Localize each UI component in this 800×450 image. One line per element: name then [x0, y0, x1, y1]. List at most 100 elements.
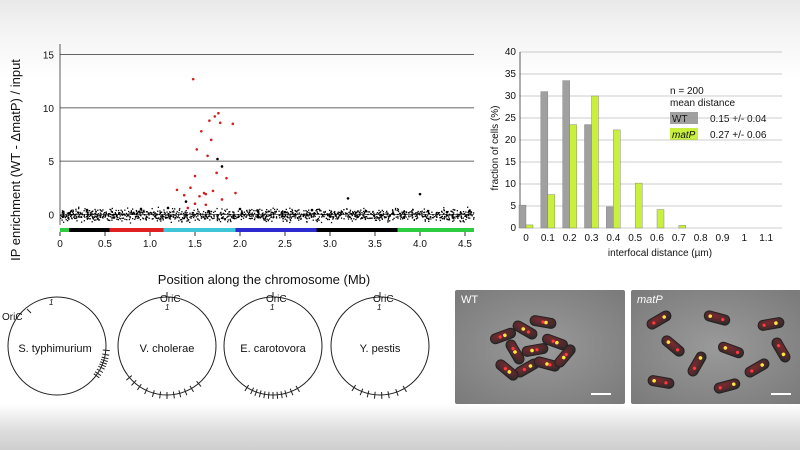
scatter-noise-point — [197, 210, 199, 212]
scatter-noise-point — [316, 212, 319, 214]
scatter-noise-point — [264, 218, 266, 220]
scatter-noise-point — [104, 216, 106, 218]
scatter-noise-point — [141, 212, 144, 214]
scatter-noise-point — [358, 212, 360, 214]
scatter-noise-point — [363, 211, 366, 214]
scatter-noise-point — [73, 214, 75, 216]
scatter-noise-point — [381, 209, 383, 212]
scatter-noise-point — [278, 215, 280, 217]
matp-site-tick — [101, 356, 109, 360]
scatter-noise-point — [340, 217, 343, 219]
background-point — [85, 208, 89, 212]
scatter-noise-point — [145, 215, 148, 217]
legend-matp-label: matP — [672, 130, 696, 141]
scatter-noise-point — [302, 214, 305, 216]
scatter-noise-point — [126, 219, 128, 221]
scatter-noise-point — [399, 212, 402, 215]
scatter-noise-point — [265, 220, 267, 223]
scatter-noise-point — [191, 211, 193, 214]
bacterial-cell — [505, 339, 525, 365]
scatter-noise-point — [460, 221, 462, 223]
scatter-noise-point — [72, 211, 74, 213]
scatter-noise-point — [241, 211, 243, 213]
histogram-y-tick-label: 35 — [505, 69, 517, 80]
scatter-noise-point — [217, 218, 219, 220]
scatter-noise-point — [233, 214, 235, 216]
scatter-noise-point — [139, 219, 142, 221]
scatter-noise-point — [275, 210, 277, 213]
matp-site-tick — [276, 391, 279, 399]
matp-site-tick — [366, 390, 370, 398]
histogram-x-tick-label: 0.7 — [672, 233, 686, 244]
scatter-noise-point — [400, 214, 402, 217]
scatter-noise-point — [260, 216, 263, 218]
scatter-noise-point — [362, 215, 364, 217]
matp-site-tick — [102, 353, 110, 356]
scatter-noise-point — [91, 213, 93, 215]
matp-site-tick — [254, 389, 258, 396]
scatter-noise-point — [72, 216, 75, 218]
scatter-noise-point — [137, 212, 139, 214]
scatter-noise-point — [62, 215, 64, 218]
scatter-noise-point — [343, 209, 345, 211]
scatter-noise-point — [312, 213, 315, 215]
scatter-noise-point — [83, 220, 86, 222]
scatter-noise-point — [177, 214, 180, 216]
bacterial-cell — [646, 310, 672, 330]
scatter-noise-point — [162, 218, 164, 220]
scatter-noise-point — [349, 216, 352, 218]
scatter-noise-point — [309, 212, 311, 214]
scatter-noise-point — [102, 217, 104, 219]
scatter-noise-point — [222, 212, 225, 215]
scatter-noise-point — [328, 209, 331, 212]
scatter-noise-point — [360, 218, 362, 220]
scatter-noise-point — [343, 218, 345, 220]
scatter-noise-point — [435, 214, 437, 217]
scatter-noise-point — [161, 214, 163, 216]
scatter-noise-point — [115, 214, 118, 216]
scatter-noise-point — [102, 209, 104, 211]
scatter-noise-point — [70, 214, 73, 216]
scatter-noise-point — [164, 216, 166, 218]
scatter-noise-point — [463, 221, 465, 223]
scatter-noise-point — [256, 209, 258, 211]
scatter-noise-point — [126, 215, 128, 218]
legend-matp-swatch — [670, 128, 698, 140]
scatter-noise-point — [312, 219, 314, 221]
scatter-noise-point — [94, 212, 96, 215]
bacterial-cell — [757, 317, 785, 331]
scatter-noise-point — [245, 216, 247, 218]
scatter-noise-point — [426, 211, 428, 213]
scatter-noise-point — [351, 213, 353, 216]
scatter-noise-point — [122, 214, 124, 216]
scatter-noise-point — [93, 219, 96, 221]
scatter-noise-point — [373, 214, 376, 216]
bacterial-cell — [529, 315, 557, 329]
scatter-noise-point — [453, 219, 455, 221]
scatter-noise-point — [424, 220, 426, 222]
scatter-noise-point — [168, 213, 170, 215]
matp-site-tick — [295, 385, 300, 393]
chromosome-region-segment — [397, 228, 474, 232]
scatter-noise-point — [251, 214, 253, 216]
scatter-noise-point — [135, 213, 138, 215]
scatter-noise-point — [296, 210, 298, 213]
circle-map-y-pestis: OriC 1 Y. pestis — [330, 292, 430, 399]
scatter-noise-point — [408, 216, 410, 218]
scatter-noise-point — [290, 213, 292, 216]
scatter-noise-point — [360, 209, 362, 211]
scatter-noise-point — [284, 218, 286, 220]
scatter-noise-point — [403, 210, 405, 212]
scatter-noise-point — [79, 211, 81, 214]
scatter-noise-point — [167, 212, 169, 215]
chromosome-region-segment — [163, 228, 236, 232]
scatter-noise-point — [362, 213, 364, 215]
scatter-noise-point — [75, 217, 77, 220]
scatter-noise-point — [336, 212, 339, 214]
scatter-noise-point — [387, 217, 390, 219]
scatter-noise-point — [338, 211, 341, 214]
scatter-noise-point — [240, 214, 242, 216]
scatter-noise-point — [469, 217, 471, 219]
scatter-noise-point — [330, 214, 332, 216]
wt-bar — [584, 124, 592, 229]
